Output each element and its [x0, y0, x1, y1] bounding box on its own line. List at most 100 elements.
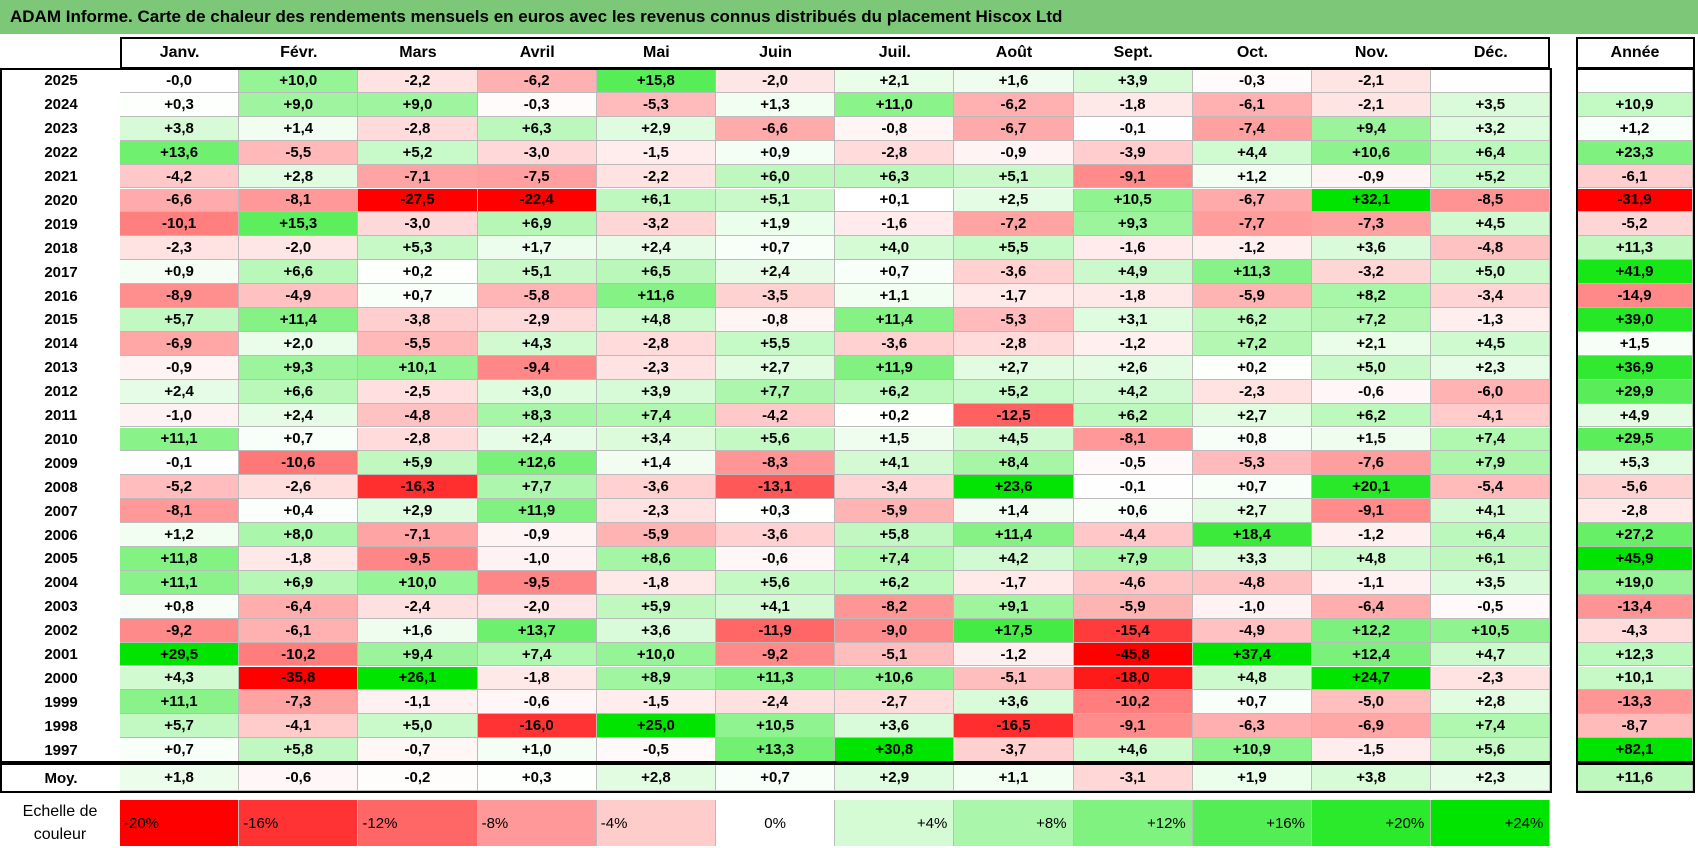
heat-cell: -5,9 — [1192, 284, 1312, 308]
annual-cell: -31,9 — [1577, 188, 1693, 213]
heat-cell: -6,4 — [239, 594, 359, 619]
average-cell: -3,1 — [1073, 765, 1193, 791]
heat-cell: +29,5 — [120, 642, 240, 667]
color-scale-step: +12% — [1073, 800, 1193, 846]
color-scale-step: +4% — [835, 800, 955, 846]
annual-cell: +29,9 — [1577, 379, 1693, 404]
heat-cell: +1,3 — [716, 92, 836, 117]
average-cell: +0,7 — [716, 765, 836, 791]
heat-cell: -7,3 — [239, 690, 359, 715]
heat-cell: -10,2 — [1073, 690, 1193, 715]
month-header: Mai — [643, 44, 670, 61]
heat-cell: +11,9 — [835, 355, 955, 380]
heat-cell: -5,9 — [1073, 594, 1193, 619]
heat-cell: +5,0 — [1431, 260, 1551, 285]
heat-cell: -4,1 — [1431, 403, 1551, 428]
heat-cell: -2,3 — [596, 355, 716, 380]
heat-cell: +2,4 — [120, 379, 240, 404]
heat-cell: -6,6 — [120, 188, 240, 213]
heat-cell: +4,5 — [954, 427, 1074, 452]
heat-cell: +10,0 — [596, 642, 716, 667]
heat-cell: +1,2 — [120, 523, 240, 547]
heat-cell: +13,7 — [477, 618, 597, 643]
heat-cell: +1,1 — [835, 284, 955, 308]
heat-cell: +7,2 — [1192, 331, 1312, 356]
heat-cell: +1,2 — [1192, 164, 1312, 189]
heat-cell: -5,8 — [477, 284, 597, 308]
heat-cell: +3,5 — [1431, 570, 1551, 595]
heat-cell: -27,5 — [358, 188, 478, 213]
heat-cell: -3,0 — [477, 140, 597, 165]
heat-cell: -4,1 — [239, 714, 359, 739]
heat-cell: +0,7 — [835, 260, 955, 285]
average-annual-cell: +11,6 — [1577, 765, 1693, 791]
heat-cell: +3,6 — [954, 690, 1074, 715]
heat-cell: +5,8 — [239, 738, 359, 763]
heat-cell: +4,1 — [716, 594, 836, 619]
heat-cell: -1,8 — [1073, 284, 1193, 308]
heat-cell: +1,4 — [239, 116, 359, 141]
heat-cell: +0,9 — [716, 140, 836, 165]
heat-cell: -1,1 — [1312, 570, 1432, 595]
year-label: 2016 — [44, 287, 78, 305]
heat-cell: -4,2 — [716, 403, 836, 428]
heat-cell: +24,7 — [1312, 666, 1432, 691]
heat-cell: +3,1 — [1073, 308, 1193, 332]
heat-cell: +5,8 — [835, 523, 955, 547]
heat-cell: -0,9 — [954, 140, 1074, 165]
heat-cell: +5,6 — [716, 570, 836, 595]
heat-cell: +8,6 — [596, 547, 716, 571]
heat-cell: +4,8 — [596, 308, 716, 332]
heat-cell: +2,1 — [835, 69, 955, 93]
heat-cell: -3,8 — [358, 308, 478, 332]
heat-cell: -6,1 — [1192, 92, 1312, 117]
heat-cell: -8,1 — [120, 499, 240, 524]
heat-cell: +13,6 — [120, 140, 240, 165]
heat-cell: -16,0 — [477, 714, 597, 739]
heat-cell: +1,6 — [954, 69, 1074, 93]
heat-cell — [1431, 69, 1551, 93]
heat-cell: -15,4 — [1073, 618, 1193, 643]
annual-cell: +39,0 — [1577, 308, 1693, 332]
month-header: Nov. — [1354, 44, 1389, 61]
year-label: 2004 — [44, 574, 78, 592]
heat-cell: -10,2 — [239, 642, 359, 667]
heat-cell: +11,4 — [239, 308, 359, 332]
heat-cell: -2,8 — [596, 331, 716, 356]
heat-cell: +2,4 — [239, 403, 359, 428]
year-label: 2025 — [44, 72, 78, 90]
month-header: Janv. — [159, 44, 200, 61]
heat-cell: -0,9 — [1312, 164, 1432, 189]
heat-cell: +3,3 — [1192, 547, 1312, 571]
heat-cell: +3,9 — [1073, 69, 1193, 93]
heat-cell: +5,1 — [954, 164, 1074, 189]
heat-cell: -8,9 — [120, 284, 240, 308]
heat-cell: +18,4 — [1192, 523, 1312, 547]
heat-cell: -0,7 — [358, 738, 478, 763]
heat-cell: +10,6 — [835, 666, 955, 691]
heat-cell: -6,3 — [1192, 714, 1312, 739]
annual-cell: +11,3 — [1577, 236, 1693, 261]
heat-cell: +17,5 — [954, 618, 1074, 643]
year-label: 1999 — [44, 693, 78, 711]
heat-cell: +3,6 — [835, 714, 955, 739]
heat-cell: +1,4 — [596, 451, 716, 476]
heat-cell: +5,7 — [120, 308, 240, 332]
heat-cell: +0,4 — [239, 499, 359, 524]
heat-cell: +1,9 — [716, 212, 836, 237]
heat-cell: +2,6 — [1073, 355, 1193, 380]
heat-cell: +11,8 — [120, 547, 240, 571]
heat-cell: +8,0 — [239, 523, 359, 547]
year-label: 2017 — [44, 263, 78, 281]
month-header: Juil. — [878, 44, 911, 61]
color-scale-step: -12% — [358, 800, 478, 846]
month-header: Déc. — [1473, 44, 1508, 61]
annual-cell: -13,3 — [1577, 690, 1693, 715]
heat-cell: +6,5 — [596, 260, 716, 285]
annual-cell: -2,8 — [1577, 499, 1693, 524]
year-label: 2014 — [44, 335, 78, 353]
year-label: 2002 — [44, 622, 78, 640]
heat-cell: -3,2 — [1312, 260, 1432, 285]
year-label: 2006 — [44, 526, 78, 544]
heat-cell: +10,0 — [358, 570, 478, 595]
